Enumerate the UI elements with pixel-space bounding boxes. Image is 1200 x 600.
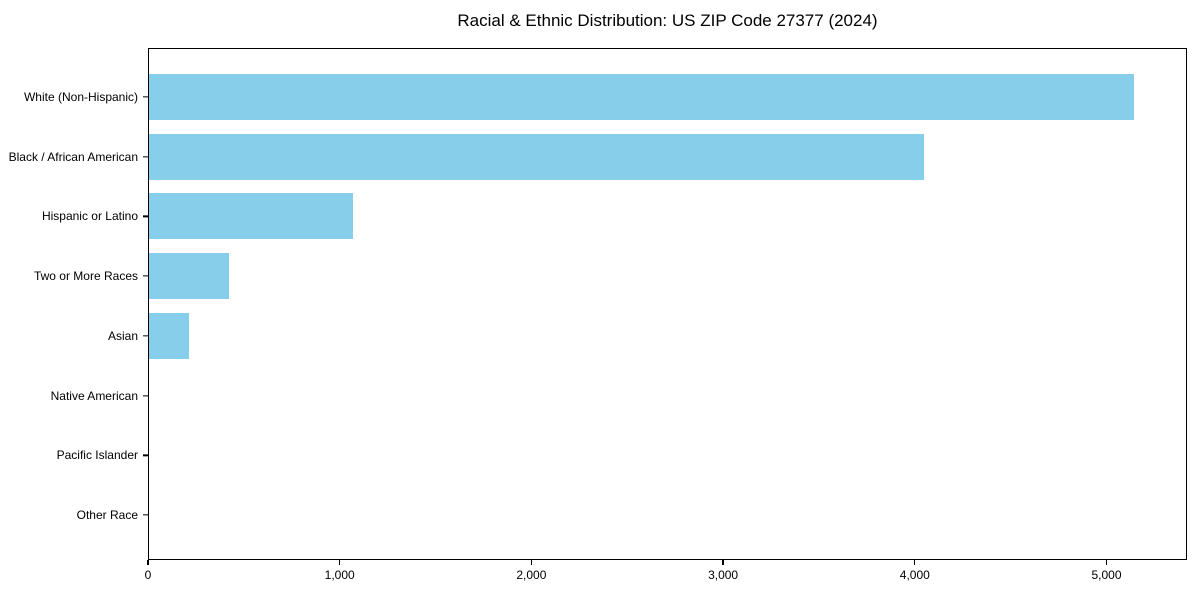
bar	[149, 73, 1135, 120]
y-tick-mark	[143, 514, 149, 516]
y-tick-label: Asian	[107, 328, 138, 343]
x-tick-label: 5,000	[1091, 568, 1122, 582]
y-tick-label: Hispanic or Latino	[41, 209, 138, 224]
y-tick-mark	[143, 215, 149, 218]
bar-row: Hispanic or Latino	[42, 187, 1186, 247]
bar-row: Two or More Races	[34, 246, 1186, 306]
x-tick-mark	[1105, 560, 1108, 565]
y-tick-label: Two or More Races	[33, 269, 138, 284]
y-tick-mark	[143, 335, 149, 337]
x-tick-mark	[339, 560, 341, 565]
y-tick-mark	[143, 155, 149, 158]
bar	[149, 312, 190, 359]
y-tick-label: Native American	[50, 388, 138, 403]
y-tick-label: White (Non-Hispanic)	[23, 89, 138, 104]
x-tick-mark	[147, 560, 149, 565]
x-tick-mark	[530, 560, 533, 565]
y-tick-label: Black / African American	[8, 149, 138, 164]
x-tick-label: 3,000	[708, 568, 739, 582]
bar-row: Black / African American	[9, 127, 1186, 187]
x-tick-label: 0	[144, 568, 152, 582]
x-axis: 0 1,000 2,000 3,000 4,000 5,000	[144, 560, 1187, 590]
bar-row: White (Non-Hispanic)	[24, 67, 1186, 127]
y-tick-label: Pacific Islander	[56, 448, 138, 463]
bar-row: Other Race	[77, 485, 1186, 545]
bar-row: Pacific Islander	[57, 426, 1186, 486]
x-tick-mark	[722, 560, 724, 565]
x-tick-mark	[914, 560, 916, 565]
bar	[149, 193, 353, 240]
chart-title: Racial & Ethnic Distribution: US ZIP Cod…	[457, 11, 878, 30]
bar-row: Native American	[51, 366, 1186, 426]
y-tick-mark	[143, 394, 149, 397]
plot-area: White (Non-Hispanic) Black / African Amer…	[9, 48, 1187, 560]
x-tick-label: 2,000	[516, 568, 547, 582]
bar	[149, 133, 924, 180]
bar	[149, 253, 230, 300]
bar-row: Asian	[108, 306, 1186, 366]
x-tick-label: 1,000	[324, 568, 355, 582]
y-tick-label: Other Race	[76, 508, 138, 523]
x-tick-label: 4,000	[899, 568, 930, 582]
y-tick-mark	[143, 454, 149, 457]
y-tick-mark	[143, 275, 149, 277]
y-tick-mark	[143, 96, 149, 98]
bar-rows: White (Non-Hispanic) Black / African Amer…	[9, 67, 1186, 545]
